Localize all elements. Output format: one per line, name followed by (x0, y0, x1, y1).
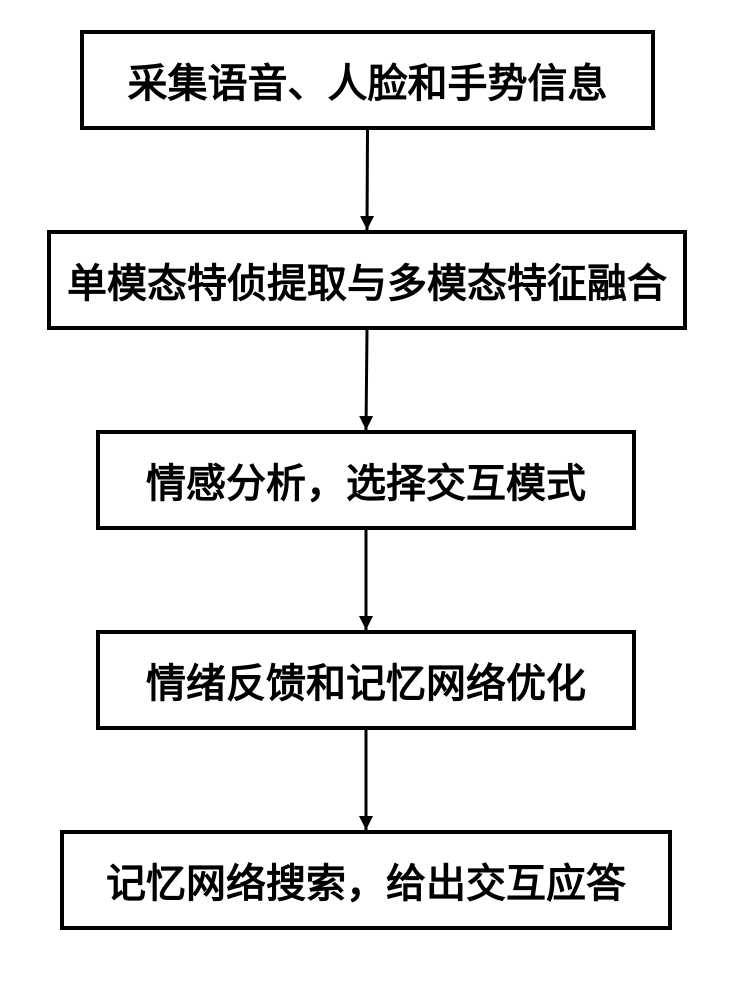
flowchart-node: 情绪反馈和记忆网络优化 (96, 630, 636, 730)
flowchart-node: 采集语音、人脸和手势信息 (80, 30, 655, 130)
flowchart-node-label: 情绪反馈和记忆网络优化 (146, 651, 586, 709)
flowchart-node-label: 记忆网络搜索，给出交互应答 (106, 851, 626, 909)
flowchart-node: 单模态特侦提取与多模态特征融合 (47, 230, 687, 330)
flowchart-node: 记忆网络搜索，给出交互应答 (60, 830, 672, 930)
flowchart-edge (366, 330, 367, 430)
flowchart-edge (367, 130, 368, 230)
flowchart-node-label: 采集语音、人脸和手势信息 (128, 51, 608, 109)
flowchart-node-label: 情感分析，选择交互模式 (146, 451, 586, 509)
flowchart-node-label: 单模态特侦提取与多模态特征融合 (67, 251, 667, 309)
flowchart-node: 情感分析，选择交互模式 (96, 430, 636, 530)
flowchart-canvas: 采集语音、人脸和手势信息单模态特侦提取与多模态特征融合情感分析，选择交互模式情绪… (0, 0, 731, 1000)
